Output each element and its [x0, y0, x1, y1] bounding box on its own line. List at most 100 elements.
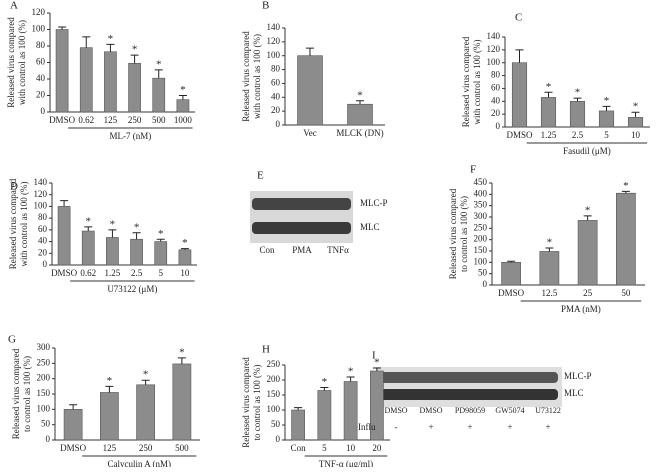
y-axis-label: Released virus compared — [461, 36, 471, 127]
bar — [63, 409, 83, 441]
error-bar — [583, 215, 592, 221]
band-label: MLC-P — [360, 198, 388, 208]
significance-mark: * — [132, 44, 138, 56]
bar — [100, 392, 119, 441]
y-tick-label: 450 — [474, 177, 488, 187]
y-tick-label: 60 — [38, 224, 48, 234]
y-tick-label: 100 — [267, 50, 281, 60]
error-bar — [544, 91, 553, 98]
panel-letter: A — [10, 0, 18, 12]
error-bar — [132, 232, 141, 240]
y-tick-label: 0 — [483, 279, 488, 289]
error-bar — [356, 100, 364, 105]
significance-mark: * — [623, 180, 629, 192]
x-tick-label: 12.5 — [542, 288, 558, 298]
blot-band — [252, 222, 351, 234]
y-tick-label: 200 — [37, 373, 51, 383]
error-bar — [141, 379, 150, 385]
error-bar — [178, 95, 187, 100]
x-tick-label: DMSO — [49, 115, 76, 125]
y-tick-label: 50 — [41, 419, 51, 429]
x-tick-label: 5 — [322, 443, 327, 453]
y-tick-label: 400 — [474, 188, 488, 198]
blot-band — [252, 198, 351, 210]
bar — [569, 100, 586, 128]
y-tick-label: 80 — [36, 40, 46, 50]
error-bar — [84, 226, 93, 232]
x-tick-label: 25 — [583, 288, 593, 298]
y-tick-label: 250 — [267, 359, 281, 369]
lane-label: Con — [259, 245, 275, 255]
x-axis-label: TNF-α (μg/ml) — [319, 459, 373, 467]
y-tick-label: 20 — [271, 105, 281, 115]
significance-mark: * — [357, 89, 363, 101]
panel-letter: F — [470, 164, 476, 176]
significance-mark: * — [322, 376, 328, 388]
significance-mark: * — [547, 237, 553, 249]
row-label: Influ — [358, 422, 376, 432]
y-tick-label: 50 — [478, 268, 488, 278]
y-tick-label: 100 — [37, 403, 51, 413]
x-tick-label: 1000 — [174, 115, 193, 125]
bar — [501, 262, 521, 286]
bar — [106, 237, 119, 266]
lane-label: DMSO — [384, 406, 407, 415]
y-tick-label: 50 — [271, 419, 281, 429]
y-axis-label: with control as 100 (%) — [19, 182, 29, 267]
lane-label: DMSO — [419, 406, 442, 415]
x-tick-label: MLCK (DN) — [336, 128, 383, 138]
bar — [343, 381, 358, 441]
x-tick-label: DMSO — [506, 130, 533, 140]
x-tick-label: DMSO — [498, 288, 525, 298]
bar — [616, 192, 636, 286]
bar — [154, 241, 168, 266]
bar — [347, 103, 373, 126]
error-bar — [58, 26, 67, 30]
x-tick-label: 5 — [159, 268, 164, 278]
y-tick-label: 20 — [36, 90, 46, 100]
y-tick-label: 150 — [37, 388, 51, 398]
panel-letter: D — [10, 181, 18, 193]
treatment-sign: + — [428, 422, 433, 432]
y-axis-label: Released virus compared — [241, 357, 251, 448]
lane-label: TNFα — [327, 245, 349, 255]
y-axis-label: with control as 100 (%) — [472, 40, 482, 125]
y-tick-label: 100 — [474, 256, 488, 266]
y-axis-label: with control as 100 (%) — [252, 34, 262, 119]
y-tick-label: 140 — [34, 177, 48, 187]
error-bar — [106, 43, 115, 52]
error-bar — [306, 47, 314, 56]
significance-mark: * — [575, 87, 581, 99]
error-bar — [180, 248, 189, 250]
significance-mark: * — [158, 228, 164, 240]
y-tick-label: 60 — [36, 57, 46, 67]
y-tick-label: 300 — [37, 342, 51, 352]
bar — [128, 63, 141, 113]
y-tick-label: 80 — [38, 212, 48, 222]
bar — [178, 249, 192, 266]
x-tick-label: 0.62 — [80, 268, 96, 278]
y-tick-label: 60 — [271, 77, 281, 87]
y-axis-label: to control as 100 (%) — [252, 365, 262, 441]
bar — [57, 206, 71, 266]
bar — [136, 384, 155, 441]
y-tick-label: 100 — [267, 404, 281, 414]
treatment-sign: + — [467, 422, 472, 432]
x-tick-label: DMSO — [60, 443, 87, 453]
x-tick-label: 125 — [104, 115, 118, 125]
x-tick-label: 1.25 — [105, 268, 121, 278]
x-tick-label: 500 — [175, 443, 189, 453]
x-tick-label: 5 — [604, 130, 609, 140]
y-tick-label: 80 — [271, 64, 281, 74]
error-bar — [69, 404, 78, 410]
y-tick-label: 120 — [32, 7, 46, 17]
x-tick-label: 10 — [346, 443, 356, 453]
y-tick-label: 120 — [34, 189, 48, 199]
error-bar — [320, 387, 329, 391]
bar — [317, 390, 332, 441]
y-tick-label: 100 — [32, 24, 46, 34]
error-bar — [346, 376, 355, 382]
y-axis-label: Released virus compared — [11, 348, 21, 439]
x-tick-label: 0.62 — [78, 115, 94, 125]
